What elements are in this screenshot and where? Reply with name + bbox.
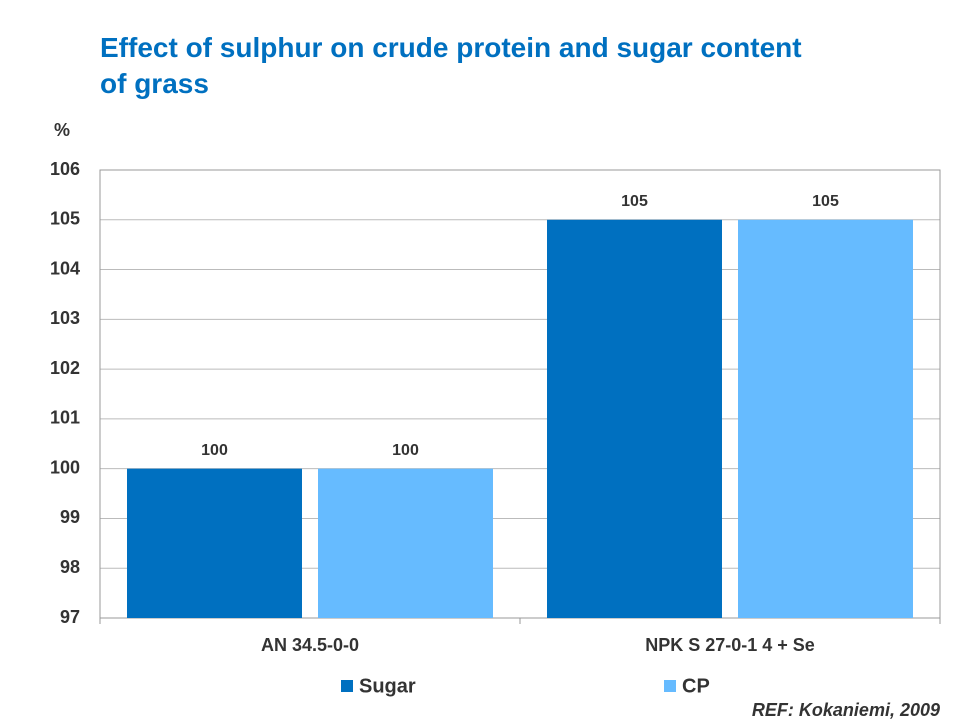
y-axis-label: % — [54, 120, 70, 140]
y-tick-label: 100 — [50, 457, 80, 477]
source: REF: Kokaniemi, 2009 — [752, 700, 940, 720]
value-label: 105 — [621, 193, 648, 210]
legend-label: Sugar — [359, 675, 416, 697]
chart-title: Effect of sulphur on crude protein and s… — [100, 32, 802, 99]
y-tick-label: 105 — [50, 209, 80, 229]
legend-label: CP — [682, 675, 710, 697]
y-tick-label: 98 — [60, 557, 80, 577]
bar — [127, 468, 302, 618]
legend-swatch — [664, 680, 676, 692]
y-tick-label: 103 — [50, 308, 80, 328]
y-tick-label: 101 — [50, 408, 80, 428]
legend-swatch — [341, 680, 353, 692]
y-tick-label: 104 — [50, 258, 80, 278]
y-tick-label: 106 — [50, 159, 80, 179]
y-tick-label: 97 — [60, 607, 80, 627]
bar — [318, 468, 493, 618]
y-tick-label: 102 — [50, 358, 80, 378]
y-tick-label: 99 — [60, 507, 80, 527]
bar — [547, 219, 722, 618]
bar — [738, 219, 913, 618]
x-tick-label: NPK S 27-0-1 4 + Se — [645, 635, 815, 655]
value-label: 105 — [812, 193, 839, 210]
value-label: 100 — [201, 442, 228, 459]
x-tick-label: AN 34.5-0-0 — [261, 635, 359, 655]
value-label: 100 — [392, 442, 419, 459]
